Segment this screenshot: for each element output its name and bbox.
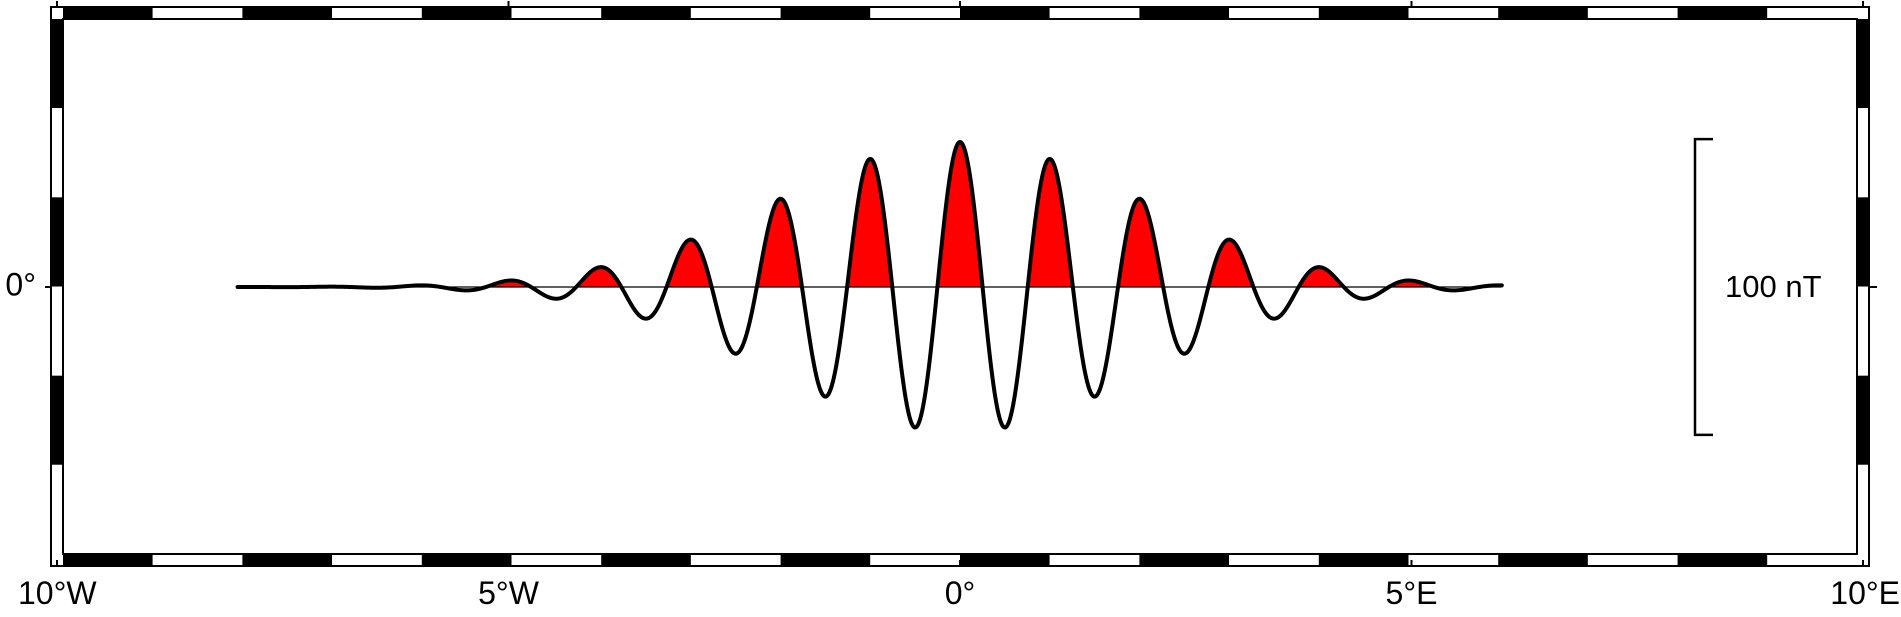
x-tick-label: 5°W: [478, 575, 540, 611]
positive-fill: [238, 142, 1502, 287]
frame-segment: [781, 7, 871, 19]
frame-segment: [1229, 7, 1319, 19]
frame-segment: [1319, 554, 1409, 566]
x-tick-label: 5°E: [1386, 575, 1438, 611]
frame-segment: [63, 554, 153, 566]
frame-segment: [422, 554, 512, 566]
frame-segment: [422, 7, 512, 19]
frame-segment: [960, 7, 1050, 19]
frame-segment: [1498, 554, 1588, 566]
frame-segment: [1498, 7, 1588, 19]
frame-segment: [601, 7, 691, 19]
x-tick-label: 10°W: [18, 575, 97, 611]
frame-segment: [332, 7, 422, 19]
frame-segment: [691, 7, 781, 19]
frame-segment: [332, 554, 422, 566]
frame-segment: [601, 554, 691, 566]
frame-segment: [1857, 197, 1869, 286]
frame-segment: [1678, 7, 1768, 19]
frame-segment: [51, 287, 63, 376]
y-tick-label: 0°: [5, 266, 36, 302]
frame-segment: [1767, 7, 1857, 19]
frame-segment: [242, 554, 332, 566]
frame-segment: [153, 554, 243, 566]
frame-segment: [51, 108, 63, 197]
frame-segment: [1857, 108, 1869, 197]
frame-segment: [1319, 7, 1409, 19]
frame-segment: [51, 197, 63, 286]
frame-segment: [242, 7, 332, 19]
frame-segment: [1857, 376, 1869, 465]
frame-segment: [960, 554, 1050, 566]
frame-segment: [1139, 554, 1229, 566]
frame-segment: [1139, 7, 1229, 19]
frame-segment: [512, 7, 602, 19]
frame-segment: [870, 554, 960, 566]
x-ticks: 10°W 5°W 0° 5°E 10°E: [18, 1, 1900, 611]
frame-segment: [1409, 554, 1499, 566]
frame-segment: [1857, 287, 1869, 376]
frame-segment: [1050, 554, 1140, 566]
frame-segment: [1678, 554, 1768, 566]
frame-segment: [51, 465, 63, 554]
frame-segment: [781, 554, 871, 566]
frame-segment: [1229, 554, 1319, 566]
scale-bar-label: 100 nT: [1725, 269, 1822, 304]
scale-bar: 100 nT: [1695, 139, 1822, 435]
frame-segment: [63, 7, 153, 19]
frame-segment: [870, 7, 960, 19]
scale-bar-line: [1695, 139, 1713, 435]
frame-segment: [153, 7, 243, 19]
frame-segment: [1857, 465, 1869, 554]
frame-segment: [1857, 19, 1869, 108]
x-tick-label: 10°E: [1830, 575, 1900, 611]
frame-segment: [1409, 7, 1499, 19]
frame-segment: [51, 376, 63, 465]
frame-segment: [512, 554, 602, 566]
frame-segment: [51, 19, 63, 108]
frame-segment: [1767, 554, 1857, 566]
x-tick-label: 0°: [945, 575, 976, 611]
frame-segment: [1588, 7, 1678, 19]
frame-segment: [691, 554, 781, 566]
frame-segment: [1050, 7, 1140, 19]
frame-segment: [1588, 554, 1678, 566]
